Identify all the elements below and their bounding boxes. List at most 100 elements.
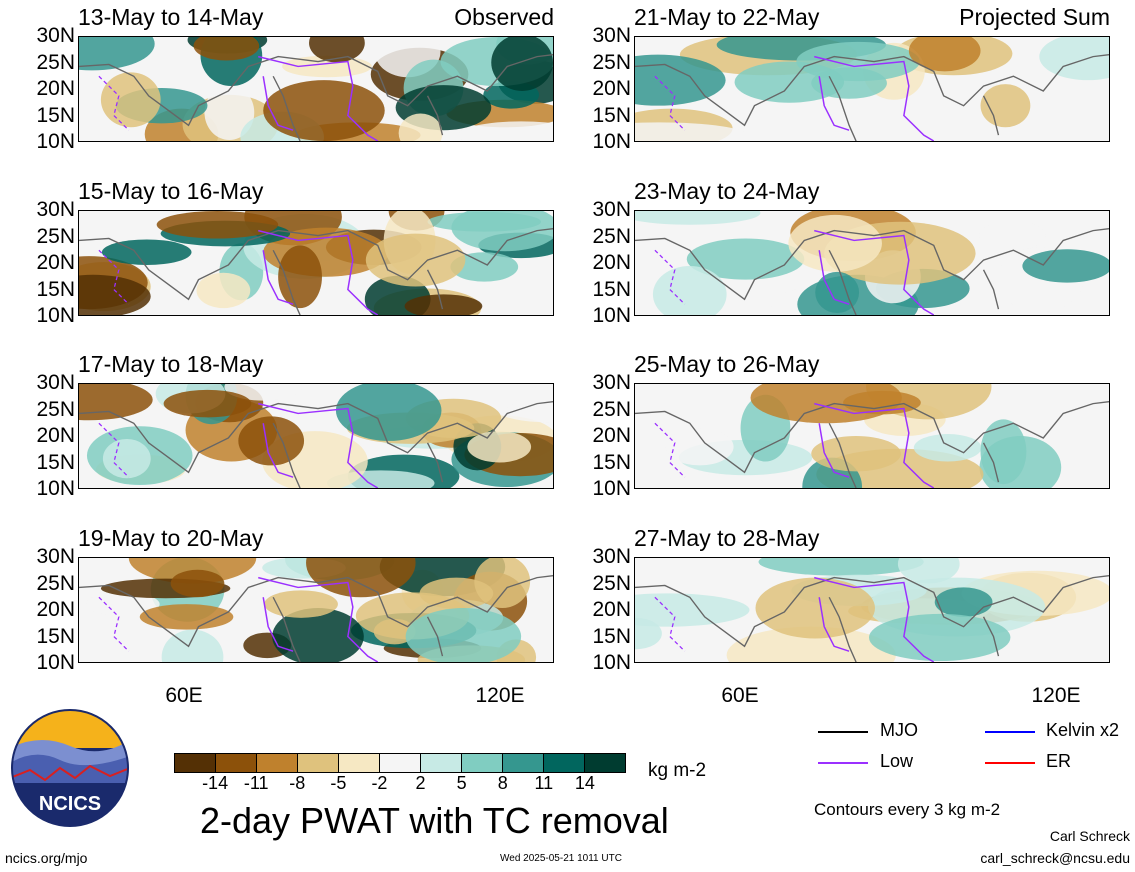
lat-tick-label: 10N: [36, 477, 75, 500]
colorbar-tick-label: -11: [243, 773, 269, 793]
map-panel: [634, 383, 1110, 489]
lat-tick-label: 20N: [36, 77, 75, 100]
contour-note: Contours every 3 kg m-2: [814, 800, 1001, 819]
colorbar: [174, 753, 626, 773]
lat-tick-label: 25N: [36, 571, 75, 595]
lat-tick-label: 25N: [592, 50, 631, 74]
lat-tick-label: 20N: [36, 251, 75, 274]
lat-tick-label: 20N: [592, 77, 631, 100]
author: Carl Schreck: [1049, 828, 1130, 844]
lat-tick-label: 30N: [36, 371, 75, 394]
lat-tick-label: 25N: [592, 224, 631, 248]
colorbar-tick-label: 8: [497, 773, 508, 793]
lat-tick-label: 25N: [36, 224, 75, 248]
colorbar-swatch: [585, 754, 625, 772]
email[interactable]: carl_schreck@ncsu.edu: [980, 850, 1130, 866]
lat-tick-label: 30N: [592, 24, 631, 47]
ncics-logo-icon: NCICS: [11, 709, 129, 827]
panel-title: 21-May to 22-May: [634, 4, 820, 30]
map-panel: [78, 383, 554, 489]
map-panel: [78, 557, 554, 663]
panel-title: 23-May to 24-May: [634, 178, 820, 204]
panel-tag: Projected Sum: [959, 4, 1110, 30]
colorbar-tick-label: 14: [574, 773, 595, 793]
lat-tick-label: 20N: [592, 251, 631, 274]
colorbar-swatch: [544, 754, 585, 772]
panel-tag: Observed: [454, 4, 554, 30]
lat-tick-label: 10N: [592, 304, 631, 327]
legend-line-kelvin: [985, 731, 1035, 733]
lat-tick-label: 25N: [36, 397, 75, 421]
colorbar-swatch: [216, 754, 257, 772]
legend-label-mjo: MJO: [880, 720, 918, 740]
lat-tick-label: 25N: [592, 571, 631, 595]
colorbar-tick-label: -14: [202, 773, 229, 793]
panel-title: 17-May to 18-May: [78, 351, 264, 377]
lat-tick-label: 15N: [592, 103, 631, 127]
lat-tick-label: 20N: [36, 424, 75, 447]
lat-tick-label: 25N: [592, 397, 631, 421]
colorbar-swatch: [421, 754, 462, 772]
legend-label-er: ER: [1046, 751, 1072, 771]
colorbar-swatch: [257, 754, 298, 772]
colorbar-swatch: [380, 754, 421, 772]
lat-tick-label: 15N: [592, 450, 631, 474]
lat-tick-label: 20N: [36, 598, 75, 621]
map-panel: [78, 210, 554, 316]
lat-tick-label: 15N: [36, 450, 75, 474]
lat-tick-label: 30N: [36, 24, 75, 47]
lon-tick-label: 60E: [721, 684, 759, 707]
legend-label-low: Low: [880, 751, 914, 771]
legend-line-mjo: [818, 731, 868, 733]
colorbar-tick-label: -2: [371, 773, 388, 793]
lat-tick-label: 30N: [592, 198, 631, 221]
panel-title: 15-May to 16-May: [78, 178, 264, 204]
lon-tick-label: 120E: [1031, 684, 1081, 707]
lat-tick-label: 10N: [592, 130, 631, 153]
lat-tick-label: 15N: [592, 624, 631, 648]
colorbar-tick-label: -5: [330, 773, 347, 793]
colorbar-swatch: [339, 754, 380, 772]
lat-tick-label: 10N: [36, 130, 75, 153]
map-panel: [78, 36, 554, 142]
colorbar-tick-label: 2: [415, 773, 426, 793]
lat-tick-label: 20N: [592, 598, 631, 621]
lat-tick-label: 15N: [36, 277, 75, 301]
map-panel: [634, 36, 1110, 142]
lon-tick-label: 120E: [475, 684, 525, 707]
lat-tick-label: 15N: [36, 103, 75, 127]
lat-tick-label: 30N: [592, 371, 631, 394]
map-panel: [634, 557, 1110, 663]
colorbar-tick-label: 5: [456, 773, 467, 793]
colorbar-swatch: [462, 754, 503, 772]
legend-label-kelvin: Kelvin x2: [1046, 720, 1120, 740]
map-panel: [634, 210, 1110, 316]
legend-line-er: [985, 762, 1035, 764]
panel-title: 13-May to 14-May: [78, 4, 264, 30]
lat-tick-label: 25N: [36, 50, 75, 74]
legend-line-low: [818, 762, 868, 764]
timestamp: Wed 2025-05-21 1011 UTC: [500, 853, 622, 864]
lon-tick-label: 60E: [165, 684, 203, 707]
logo-text: NCICS: [39, 793, 101, 815]
panel-title: 27-May to 28-May: [634, 525, 820, 551]
lat-tick-label: 10N: [36, 304, 75, 327]
colorbar-tick-label: -8: [289, 773, 306, 793]
panel-title: 19-May to 20-May: [78, 525, 264, 551]
colorbar-swatch: [298, 754, 339, 772]
figure-title: 2-day PWAT with TC removal: [200, 800, 669, 841]
panel-title: 25-May to 26-May: [634, 351, 820, 377]
lat-tick-label: 10N: [592, 651, 631, 674]
lat-tick-label: 15N: [592, 277, 631, 301]
lat-tick-label: 10N: [36, 651, 75, 674]
site-url[interactable]: ncics.org/mjo: [5, 850, 88, 866]
colorbar-swatch: [503, 754, 544, 772]
lat-tick-label: 10N: [592, 477, 631, 500]
colorbar-tick-label: 11: [534, 773, 554, 793]
lat-tick-label: 30N: [592, 545, 631, 568]
lat-tick-label: 20N: [592, 424, 631, 447]
colorbar-units: kg m-2: [648, 760, 707, 781]
lat-tick-label: 15N: [36, 624, 75, 648]
colorbar-swatch: [175, 754, 216, 772]
lat-tick-label: 30N: [36, 545, 75, 568]
